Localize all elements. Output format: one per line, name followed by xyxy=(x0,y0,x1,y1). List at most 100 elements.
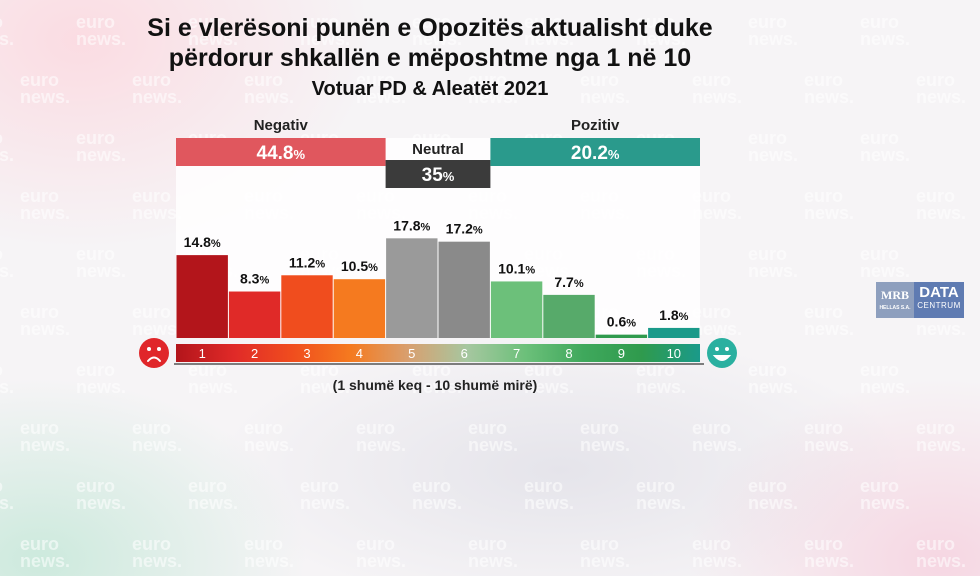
watermark-word: euro xyxy=(132,302,171,322)
bar-1 xyxy=(176,255,228,338)
watermark-word: euro xyxy=(804,186,843,206)
watermark-word: news. xyxy=(860,493,910,513)
watermark-word: euro xyxy=(692,186,731,206)
watermark-word: news. xyxy=(76,29,126,49)
group-box-pozitiv xyxy=(490,138,700,166)
watermark-word: euro xyxy=(916,534,955,554)
watermark-word: euro xyxy=(132,186,171,206)
watermark-word: euro xyxy=(356,418,395,438)
watermark-word: news. xyxy=(636,493,686,513)
group-box-neutral xyxy=(385,160,491,188)
watermark-word: euro xyxy=(244,70,283,90)
watermark-word: euro xyxy=(20,186,59,206)
watermark-word: news. xyxy=(916,435,966,455)
watermark-word: euro xyxy=(524,360,563,380)
watermark-word: euro xyxy=(0,12,3,32)
watermark-word: news. xyxy=(0,261,14,281)
data-label-3: 11.2% xyxy=(289,254,325,270)
watermark-word: news. xyxy=(20,203,70,223)
bar-2 xyxy=(228,291,281,338)
watermark-word: euro xyxy=(468,534,507,554)
watermark-word: euro xyxy=(76,128,115,148)
watermark-word: news. xyxy=(748,261,798,281)
watermark-word: news. xyxy=(0,493,14,513)
watermark-word: news. xyxy=(580,87,630,107)
group-total-negativ: 44.8% xyxy=(257,143,306,164)
bar-6 xyxy=(438,241,490,338)
data-label-6: 17.2% xyxy=(446,221,483,237)
watermark-word: news. xyxy=(20,435,70,455)
watermark-word: news. xyxy=(132,87,182,107)
watermark-word: news. xyxy=(860,261,910,281)
scale-tick-10: 10 xyxy=(667,346,681,361)
watermark-word: euro xyxy=(300,476,339,496)
chart-title-line-2: përdorur shkallën e mëposhtme nga 1 në 1… xyxy=(168,44,692,72)
watermark-word: news. xyxy=(748,377,798,397)
scale-tick-5: 5 xyxy=(408,346,415,361)
watermark-word: euro xyxy=(524,476,563,496)
watermark-word: news. xyxy=(356,87,406,107)
group-total-pozitiv: 20.2% xyxy=(571,143,620,164)
watermark-word: euro xyxy=(0,476,3,496)
watermark-word: news. xyxy=(300,493,350,513)
watermark-word: news. xyxy=(76,261,126,281)
watermark-word: euro xyxy=(244,418,283,438)
watermark-word: news. xyxy=(76,377,126,397)
watermark-word: news. xyxy=(188,493,238,513)
watermark-word: news. xyxy=(412,493,462,513)
watermark-word: euro xyxy=(524,12,563,32)
bar-9 xyxy=(595,334,648,338)
watermark-word: euro xyxy=(860,244,899,264)
scale-tick-8: 8 xyxy=(565,346,572,361)
watermark-word: euro xyxy=(748,128,787,148)
group-box-negativ xyxy=(176,138,386,166)
watermark-word: news. xyxy=(20,319,70,339)
watermark-word: news. xyxy=(636,377,686,397)
watermark-word: news. xyxy=(804,87,854,107)
watermark-word: euro xyxy=(412,476,451,496)
watermark-word: news. xyxy=(916,551,966,571)
watermark-word: news. xyxy=(692,87,742,107)
watermark-word: euro xyxy=(412,360,451,380)
watermark-word: euro xyxy=(580,418,619,438)
watermark-word: euro xyxy=(300,360,339,380)
watermark-word: news. xyxy=(692,319,742,339)
watermark-word: euro xyxy=(356,70,395,90)
scale-tick-7: 7 xyxy=(513,346,520,361)
watermark-word: news. xyxy=(580,435,630,455)
watermark-word: news. xyxy=(524,377,574,397)
watermark-word: news. xyxy=(188,29,238,49)
watermark-word: news. xyxy=(76,145,126,165)
watermark-word: euro xyxy=(412,12,451,32)
data-centrum-logo: DATA CENTRUM xyxy=(914,282,964,318)
bar-5 xyxy=(386,238,438,338)
watermark-word: euro xyxy=(916,70,955,90)
